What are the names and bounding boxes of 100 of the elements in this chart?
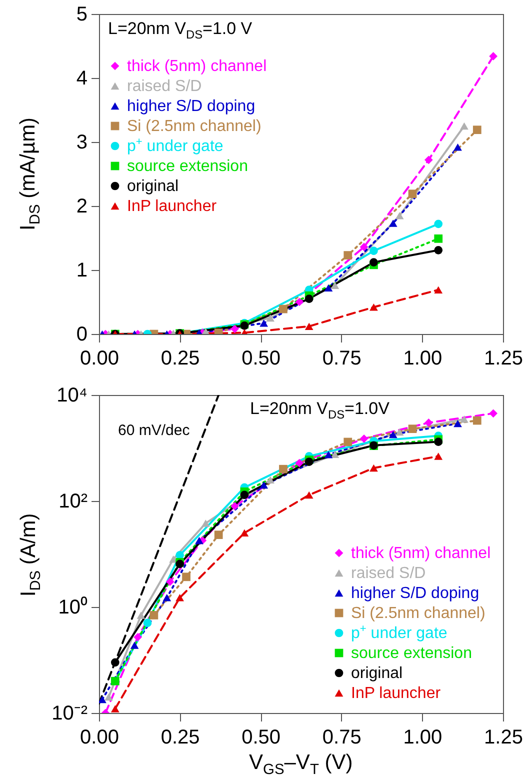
point [279, 464, 288, 474]
legend-label: raised S/D [351, 565, 426, 582]
point [434, 286, 443, 294]
point [370, 464, 378, 472]
x-tick-label: 0.75 [322, 348, 362, 370]
y-tick-label: 5 [76, 4, 88, 26]
point [110, 658, 120, 667]
point [370, 303, 378, 311]
point [424, 156, 433, 164]
point [104, 693, 113, 701]
point [201, 520, 210, 527]
x-tick-label: 0.75 [322, 726, 362, 748]
point [434, 234, 443, 243]
point [408, 190, 417, 198]
legend-label: higher S/D doping [351, 585, 480, 602]
point [472, 126, 482, 134]
legend-label: original [351, 665, 403, 682]
point [166, 578, 174, 586]
point [266, 314, 274, 322]
point [460, 416, 468, 423]
legend-label: Si (2.5nm channel) [127, 118, 262, 135]
point [260, 481, 268, 489]
point [143, 618, 152, 628]
point [304, 491, 314, 499]
point [344, 438, 352, 446]
legend-label: Si (2.5nm channel) [351, 605, 486, 622]
point [360, 434, 368, 443]
y-tick-label: 10² [58, 490, 88, 512]
legend-label: p$^{+}$ under gate [127, 136, 224, 155]
legend-label: source extension [351, 645, 472, 662]
point [344, 251, 352, 260]
y-tick-label: 0 [76, 324, 88, 346]
point [489, 409, 498, 418]
y-tick-label: 1 [76, 260, 88, 282]
annotation: L=20nm V$_{DS}$=1.0 V [108, 19, 252, 42]
y-tick-label: 2 [76, 196, 88, 218]
point [330, 450, 340, 458]
x-axis-title: V$_{GS}$–V$_{T}$ (V) [249, 751, 353, 778]
legend-label: original [127, 178, 179, 195]
legend-label: InP launcher [351, 685, 442, 702]
point [360, 242, 368, 252]
point [460, 122, 468, 130]
point [424, 418, 433, 427]
point [295, 458, 304, 468]
point [230, 324, 239, 334]
legend-label: InP launcher [127, 198, 218, 215]
point [176, 594, 184, 602]
x-tick-label: 0.50 [242, 726, 281, 748]
x-tick-label: 0.00 [80, 726, 119, 748]
point [408, 424, 417, 434]
point [472, 416, 482, 425]
point [395, 212, 404, 220]
y-tick-label: 10⁰ [58, 596, 88, 618]
annotation: 60 mV/dec [118, 422, 190, 439]
point [266, 476, 274, 484]
x-tick-label: 0.50 [242, 348, 281, 370]
x-tick-label: 0.25 [160, 726, 200, 748]
y-tick-label: 3 [76, 132, 88, 154]
point [260, 319, 268, 327]
point [304, 322, 314, 330]
point [454, 143, 462, 151]
point [434, 220, 443, 228]
point [388, 220, 398, 227]
point [150, 611, 158, 620]
x-tick-label: 0.25 [160, 348, 200, 370]
point [324, 451, 333, 458]
point [454, 420, 462, 428]
annotation: L=20nm V$_{DS}$=1.0V [250, 399, 390, 422]
x-tick-label: 1.25 [484, 726, 523, 748]
point [324, 284, 333, 292]
point [136, 612, 146, 619]
x-tick-label: 0.00 [80, 348, 119, 370]
legend-label: raised S/D [127, 78, 202, 95]
y-tick-label: 10⁻² [52, 702, 88, 724]
point [434, 246, 443, 254]
point [110, 705, 120, 712]
point [195, 536, 204, 544]
legend-label: p$^{+}$ under gate [351, 623, 448, 642]
y-tick-label: 10⁴ [56, 384, 88, 406]
point [388, 430, 398, 438]
point [182, 572, 190, 582]
point [330, 282, 340, 289]
point [434, 438, 443, 446]
point [279, 304, 288, 314]
point [489, 52, 498, 60]
x-tick-label: 1.00 [403, 726, 442, 748]
point [370, 258, 378, 266]
x-tick-label: 1.25 [484, 348, 523, 370]
point [434, 452, 443, 460]
legend-label: thick (5nm) channel [127, 58, 267, 75]
legend-label: source extension [127, 158, 248, 175]
point [214, 530, 223, 540]
point [395, 428, 404, 436]
point [99, 696, 106, 704]
x-tick-label: 1.00 [403, 348, 442, 370]
point [370, 246, 378, 255]
point [295, 298, 304, 306]
point [240, 529, 249, 537]
point [240, 490, 249, 500]
point [304, 294, 314, 303]
